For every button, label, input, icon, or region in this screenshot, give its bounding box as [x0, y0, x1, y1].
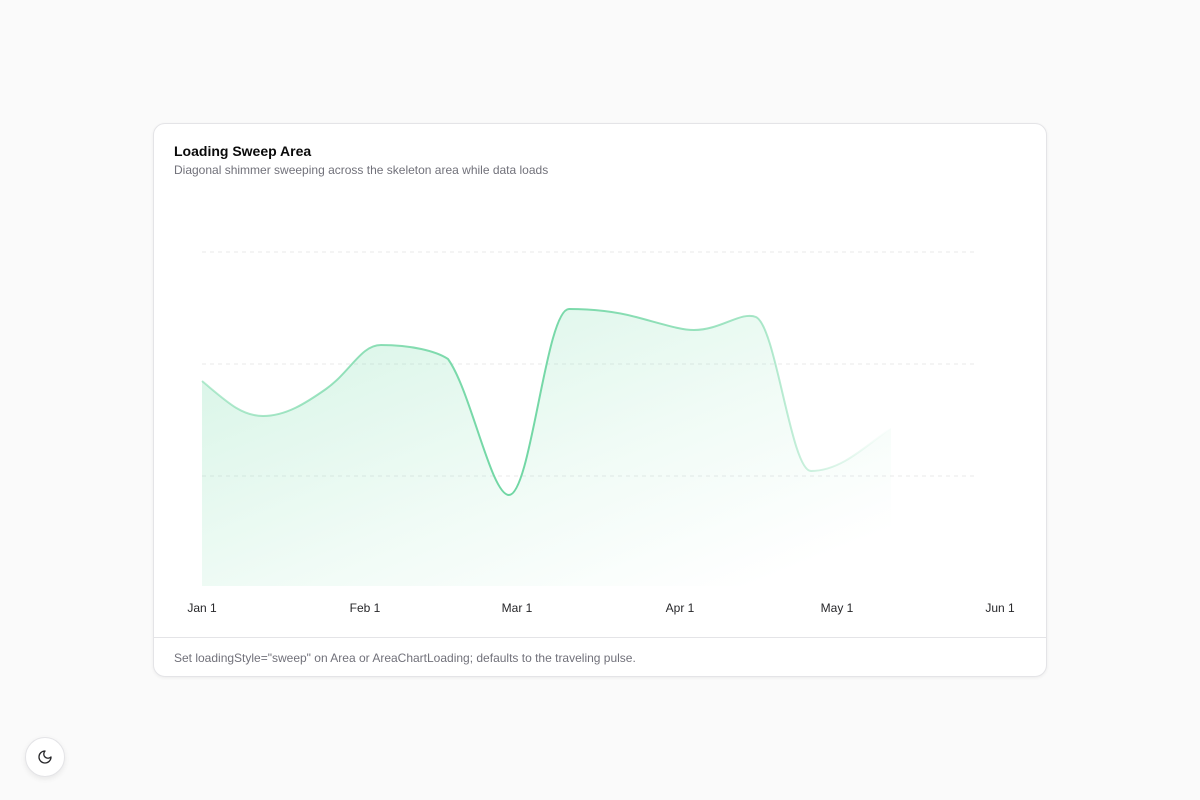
- x-axis-label: Jan 1: [187, 601, 217, 615]
- theme-toggle[interactable]: [25, 737, 65, 777]
- x-axis-label: Feb 1: [350, 601, 381, 615]
- skeleton-line: [201, 307, 892, 497]
- card-title: Loading Sweep Area: [174, 143, 312, 159]
- chart-card: Loading Sweep Area Diagonal shimmer swee…: [153, 123, 1047, 677]
- x-axis-label: Jun 1: [985, 601, 1015, 615]
- card-subtitle: Diagonal shimmer sweeping across the ske…: [174, 163, 549, 177]
- chart: Jan 1 Feb 1 Mar 1 Apr 1 May 1 Jun 1: [187, 251, 1015, 615]
- moon-icon: [38, 750, 52, 764]
- footer-text: Set loadingStyle="sweep" on Area or Area…: [174, 651, 636, 665]
- x-axis-label: May 1: [821, 601, 854, 615]
- x-axis-label: Mar 1: [502, 601, 533, 615]
- x-axis-label: Apr 1: [666, 601, 695, 615]
- skeleton: Jan 1 Feb 1 Mar 1 Apr 1 May 1 Jun 1: [187, 251, 1015, 615]
- card-footer: Set loadingStyle="sweep" on Area or Area…: [154, 637, 1046, 676]
- skeleton-area: [202, 309, 891, 586]
